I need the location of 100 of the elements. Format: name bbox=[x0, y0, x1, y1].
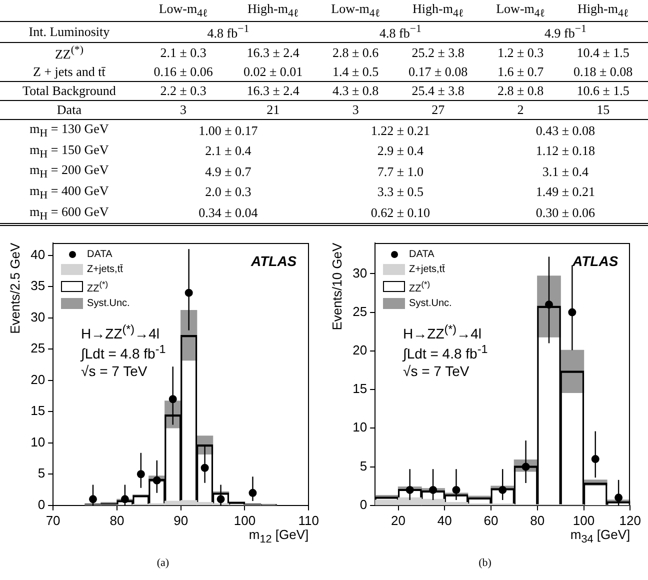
annotation: H→ZZ$^{(*)}$→4l bbox=[403, 322, 482, 342]
x-tick-label: 40 bbox=[437, 512, 452, 528]
y-tick-label: 20 bbox=[30, 372, 46, 387]
text: 0.34 ± 0.04 bbox=[198, 204, 258, 220]
text: 16.3 ± 2.4 bbox=[246, 83, 300, 98]
text: 27 bbox=[432, 102, 445, 118]
text: 25.2 ± 3.8 bbox=[412, 45, 464, 60]
text: 0.62 ± 0.10 bbox=[370, 204, 430, 220]
annotation: ∫Ldt = 4.8 fb$^{-1}$ bbox=[81, 342, 166, 362]
x-tick-label: 80 bbox=[110, 512, 124, 528]
text: 0.16 ± 0.06 bbox=[154, 64, 213, 80]
y-tick-label: 0 bbox=[360, 496, 368, 512]
text: 2.2 ± 0.3 bbox=[160, 83, 206, 98]
text: 4.9 fb$^{−1}$ bbox=[544, 22, 586, 40]
annotation: ATLAS bbox=[251, 252, 297, 269]
annotation: ∫Ldt = 4.8 fb$^{-1}$ bbox=[403, 342, 488, 362]
y-axis-title: Events/2.5 GeV bbox=[7, 242, 22, 334]
y-tick-label: 30 bbox=[352, 265, 368, 280]
x-axis-title: m$_{12}$ [GeV] bbox=[248, 527, 309, 546]
x-tick-label: 110 bbox=[298, 512, 320, 528]
text: 3 bbox=[352, 102, 359, 118]
text: 4.8 fb$^{−1}$ bbox=[380, 22, 422, 40]
text: 3.1 ± 0.4 bbox=[542, 164, 589, 179]
text: 0.30 ± 0.06 bbox=[536, 204, 596, 220]
annotation: H→ZZ$^{(*)}$→4l bbox=[81, 322, 160, 342]
text: 10.6 ± 1.5 bbox=[576, 83, 630, 98]
y-tick-label: 15 bbox=[30, 403, 46, 418]
text: 1.12 ± 0.18 bbox=[536, 143, 596, 158]
text: (a) bbox=[156, 557, 170, 569]
category-label: m$_{H}$ = 130 GeV bbox=[30, 121, 109, 140]
text: 25.4 ± 3.8 bbox=[412, 83, 464, 98]
y-tick-label: 5 bbox=[360, 458, 368, 474]
text: 21 bbox=[266, 102, 280, 118]
legend-label: DATA bbox=[409, 248, 434, 262]
y-tick-label: 0 bbox=[38, 496, 46, 512]
legend-label: Z+jets,tt̄ bbox=[87, 262, 123, 277]
text: 2.0 ± 0.3 bbox=[205, 184, 252, 200]
text: 2.8 ± 0.8 bbox=[497, 83, 544, 98]
legend-label: DATA bbox=[87, 248, 112, 262]
x-tick-label: 20 bbox=[391, 512, 406, 528]
text: 0.17 ± 0.08 bbox=[408, 64, 468, 80]
x-tick-label: 90 bbox=[174, 512, 188, 528]
text: 3 bbox=[180, 102, 187, 118]
category-label: Low-m$_{4ℓ}$ bbox=[318, 0, 394, 22]
text: 2.9 ± 0.4 bbox=[377, 143, 424, 158]
text: 7.7 ± 1.0 bbox=[377, 164, 424, 179]
annotation: ATLAS bbox=[572, 252, 618, 269]
y-tick-label: 40 bbox=[30, 246, 46, 262]
x-tick-label: 120 bbox=[619, 512, 642, 528]
text: 1.4 ± 0.5 bbox=[332, 64, 379, 80]
text: (b) bbox=[478, 557, 492, 569]
category-label: High-m$_{4ℓ}$ bbox=[393, 0, 483, 22]
text: 1.6 ± 0.7 bbox=[497, 64, 544, 80]
text: 15 bbox=[596, 102, 610, 118]
y-tick-label: 10 bbox=[352, 420, 368, 435]
legend-label: Syst.Unc. bbox=[87, 297, 130, 312]
text: 10.4 ± 1.5 bbox=[576, 45, 630, 60]
legend-label: ZZ$^{(*)}$ bbox=[409, 278, 430, 296]
y-tick-label: 30 bbox=[30, 309, 46, 324]
text: 2 bbox=[517, 102, 524, 118]
x-tick-label: 70 bbox=[46, 512, 60, 528]
y-tick-label: 5 bbox=[38, 466, 46, 481]
category-label: Z + jets and tt̄ bbox=[33, 64, 106, 80]
category-label: High-m$_{4ℓ}$ bbox=[228, 0, 318, 22]
text: 16.3 ± 2.4 bbox=[246, 45, 300, 60]
legend-label: ZZ$^{(*)}$ bbox=[87, 278, 108, 296]
x-tick-label: 80 bbox=[530, 512, 545, 528]
category-label: ZZ$^{(*)}$ bbox=[54, 44, 84, 62]
text: 0.02 ± 0.01 bbox=[244, 64, 303, 80]
text: 1.22 ± 0.21 bbox=[370, 122, 430, 138]
legend-label: Z+jets,tt̄ bbox=[409, 262, 445, 277]
category-label: Low-m$_{4ℓ}$ bbox=[482, 0, 558, 22]
category-label: Total Background bbox=[22, 83, 116, 98]
text: 2.1 ± 0.3 bbox=[160, 45, 206, 60]
text: 0.43 ± 0.08 bbox=[536, 122, 596, 138]
text: 4.9 ± 0.7 bbox=[205, 164, 252, 179]
x-tick-label: 100 bbox=[234, 512, 256, 528]
category-label: Int. Luminosity bbox=[28, 24, 110, 39]
category-label: m$_{H}$ = 600 GeV bbox=[30, 204, 109, 222]
legend-label: Syst.Unc. bbox=[409, 297, 452, 312]
category-label: Low-m$_{4ℓ}$ bbox=[138, 0, 228, 22]
y-tick-label: 25 bbox=[352, 304, 368, 319]
y-tick-label: 15 bbox=[352, 381, 368, 396]
category-label: Data bbox=[56, 102, 82, 118]
x-tick-label: 60 bbox=[484, 512, 498, 528]
category-label: High-m$_{4ℓ}$ bbox=[558, 0, 648, 22]
y-axis-title: Events/10 GeV bbox=[329, 242, 344, 330]
text: 4.8 fb$^{−1}$ bbox=[207, 22, 250, 40]
text: 1.49 ± 0.21 bbox=[536, 184, 596, 200]
category-label: m$_{H}$ = 200 GeV bbox=[30, 162, 109, 182]
category-label: m$_{H}$ = 400 GeV bbox=[30, 183, 109, 202]
y-tick-label: 20 bbox=[352, 342, 368, 358]
text: 1.00 ± 0.17 bbox=[198, 122, 258, 138]
y-tick-label: 35 bbox=[30, 278, 46, 294]
annotation: √s = 7 TeV bbox=[403, 362, 470, 379]
annotation: √s = 7 TeV bbox=[81, 362, 148, 379]
y-tick-label: 10 bbox=[30, 434, 46, 450]
x-tick-label: 100 bbox=[572, 512, 595, 528]
text: 0.18 ± 0.08 bbox=[574, 64, 633, 80]
category-label: m$_{H}$ = 150 GeV bbox=[30, 142, 109, 160]
